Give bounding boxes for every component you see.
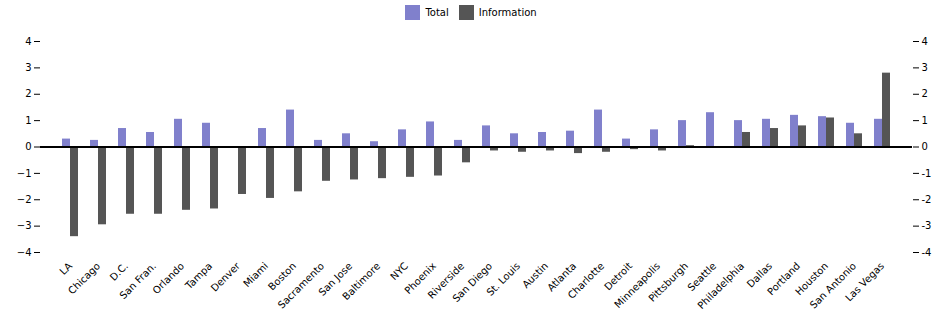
svg-text:Denver: Denver (209, 260, 243, 294)
svg-text:D.C.: D.C. (108, 260, 131, 283)
svg-text:Detroit: Detroit (602, 260, 635, 293)
svg-text:Las Vegas: Las Vegas (843, 260, 886, 303)
svg-text:−3: −3 (17, 220, 32, 231)
svg-text:Phoenix: Phoenix (402, 260, 439, 297)
svg-text:San Diego: San Diego (450, 260, 494, 304)
svg-text:0: 0 (922, 141, 928, 152)
svg-text:-2: -2 (922, 194, 932, 205)
svg-text:4: 4 (922, 36, 928, 47)
svg-text:Boston: Boston (265, 260, 299, 293)
svg-text:Philadelphia: Philadelphia (695, 260, 746, 311)
svg-text:Houston: Houston (793, 260, 831, 298)
html-text:Information: Information (478, 6, 537, 18)
svg-text:-4: -4 (922, 247, 932, 258)
svg-text:-3: -3 (922, 220, 932, 231)
svg-text:Dallas: Dallas (744, 260, 775, 290)
svg-text:Austin: Austin (520, 260, 551, 291)
svg-text:St. Louis: St. Louis (484, 260, 522, 298)
svg-text:San Antonio: San Antonio (807, 260, 859, 311)
svg-text:San Jose: San Jose (316, 260, 355, 298)
svg-text:Minneapolis: Minneapolis (612, 260, 663, 311)
svg-text:−1: −1 (17, 168, 32, 179)
svg-text:Sacramento: Sacramento (276, 260, 327, 311)
svg-text:3: 3 (922, 62, 928, 73)
svg-text:Charlotte: Charlotte (566, 260, 607, 301)
svg-text:Baltimore: Baltimore (340, 260, 382, 302)
svg-text:-1: -1 (922, 168, 932, 179)
svg-text:Riverside: Riverside (425, 260, 467, 301)
svg-text:0: 0 (25, 141, 31, 152)
svg-text:3: 3 (25, 62, 31, 73)
svg-text:2: 2 (25, 88, 31, 99)
svg-text:−4: −4 (17, 247, 32, 258)
svg-text:Miami: Miami (241, 260, 271, 290)
svg-text:Orlando: Orlando (150, 260, 186, 296)
svg-text:1: 1 (25, 115, 31, 126)
svg-text:Pittsburgh: Pittsburgh (646, 260, 690, 304)
svg-text:2: 2 (922, 88, 928, 99)
svg-text:−2: −2 (17, 194, 32, 205)
svg-text:NYC: NYC (388, 260, 410, 282)
svg-text:LA: LA (57, 260, 74, 277)
svg-text:Atlanta: Atlanta (545, 260, 579, 294)
svg-text:4: 4 (25, 36, 31, 47)
svg-text:1: 1 (922, 115, 928, 126)
svg-text:Portland: Portland (765, 260, 803, 298)
svg-text:Tampa: Tampa (183, 260, 215, 292)
svg-text:Chicago: Chicago (66, 260, 102, 296)
svg-text:Seattle: Seattle (685, 260, 719, 293)
html-text:Total: Total (425, 6, 449, 18)
svg-text:San Fran.: San Fran. (117, 260, 158, 301)
